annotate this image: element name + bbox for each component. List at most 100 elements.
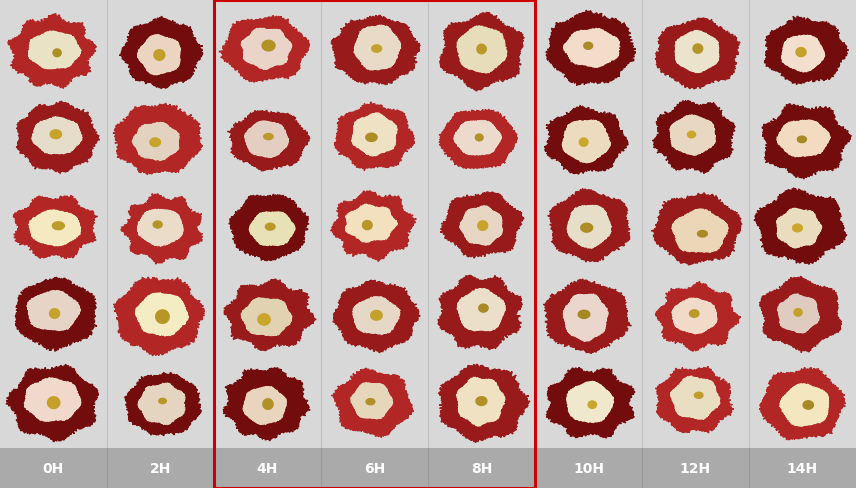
Text: 4H: 4H — [257, 461, 278, 475]
Polygon shape — [754, 189, 847, 264]
Polygon shape — [346, 205, 397, 243]
Polygon shape — [133, 123, 179, 162]
Polygon shape — [656, 282, 741, 351]
Polygon shape — [780, 384, 829, 427]
Polygon shape — [689, 310, 699, 318]
Polygon shape — [476, 397, 487, 406]
Polygon shape — [457, 289, 505, 331]
Polygon shape — [477, 45, 486, 55]
Polygon shape — [580, 224, 592, 233]
Polygon shape — [651, 193, 741, 265]
Polygon shape — [457, 27, 507, 74]
Polygon shape — [759, 367, 846, 440]
Text: 12H: 12H — [680, 461, 711, 475]
Polygon shape — [114, 278, 205, 356]
Polygon shape — [478, 222, 488, 231]
Polygon shape — [672, 209, 728, 253]
Polygon shape — [437, 276, 522, 350]
Polygon shape — [28, 32, 81, 70]
Polygon shape — [762, 104, 852, 180]
Polygon shape — [567, 382, 614, 423]
Polygon shape — [125, 372, 201, 436]
Polygon shape — [330, 191, 416, 262]
Polygon shape — [439, 110, 518, 169]
Polygon shape — [759, 277, 841, 353]
Polygon shape — [670, 376, 720, 420]
Text: 10H: 10H — [573, 461, 604, 475]
Polygon shape — [249, 212, 295, 246]
Polygon shape — [544, 106, 628, 175]
Polygon shape — [219, 17, 310, 83]
Polygon shape — [362, 221, 372, 230]
Polygon shape — [439, 13, 524, 92]
Polygon shape — [243, 386, 287, 425]
Polygon shape — [263, 399, 273, 409]
Polygon shape — [544, 279, 632, 354]
Polygon shape — [778, 294, 819, 333]
Polygon shape — [656, 366, 734, 433]
Bar — [0, 448, 856, 488]
Polygon shape — [548, 189, 630, 263]
Polygon shape — [670, 116, 716, 156]
Polygon shape — [6, 365, 98, 442]
Polygon shape — [138, 35, 181, 76]
Polygon shape — [672, 299, 717, 334]
Polygon shape — [776, 209, 822, 248]
Polygon shape — [229, 195, 309, 262]
Polygon shape — [675, 31, 719, 73]
Polygon shape — [137, 210, 183, 247]
Polygon shape — [584, 43, 592, 50]
Polygon shape — [51, 131, 62, 140]
Polygon shape — [694, 392, 703, 399]
Polygon shape — [32, 118, 82, 155]
Polygon shape — [454, 122, 502, 156]
Polygon shape — [154, 51, 164, 61]
Polygon shape — [354, 26, 401, 71]
Polygon shape — [353, 297, 401, 335]
Polygon shape — [687, 132, 696, 139]
Polygon shape — [456, 377, 505, 426]
Polygon shape — [794, 309, 802, 317]
Polygon shape — [546, 11, 636, 86]
Polygon shape — [580, 139, 588, 147]
Polygon shape — [333, 281, 420, 353]
Polygon shape — [440, 192, 524, 259]
Polygon shape — [793, 224, 802, 232]
Polygon shape — [153, 222, 162, 228]
Polygon shape — [351, 114, 397, 157]
Polygon shape — [563, 294, 609, 342]
Polygon shape — [16, 102, 99, 174]
Polygon shape — [460, 206, 502, 246]
Polygon shape — [331, 16, 420, 86]
Bar — [214, 1, 535, 488]
Polygon shape — [366, 134, 377, 142]
Polygon shape — [693, 45, 703, 54]
Polygon shape — [14, 196, 98, 259]
Text: 6H: 6H — [364, 461, 385, 475]
Polygon shape — [798, 137, 806, 143]
Polygon shape — [29, 211, 81, 246]
Polygon shape — [331, 368, 413, 438]
Polygon shape — [48, 397, 60, 409]
Polygon shape — [262, 41, 275, 52]
Polygon shape — [24, 378, 80, 421]
Polygon shape — [764, 17, 848, 85]
Polygon shape — [150, 139, 161, 147]
Polygon shape — [652, 101, 735, 174]
Polygon shape — [777, 121, 830, 157]
Polygon shape — [264, 134, 273, 141]
Polygon shape — [372, 46, 382, 53]
Polygon shape — [223, 279, 316, 351]
Polygon shape — [546, 367, 634, 438]
Text: 2H: 2H — [150, 461, 171, 475]
Polygon shape — [588, 401, 597, 408]
Polygon shape — [8, 15, 97, 89]
Polygon shape — [438, 365, 530, 443]
Polygon shape — [223, 368, 310, 441]
Polygon shape — [578, 311, 590, 319]
Polygon shape — [15, 278, 97, 351]
Polygon shape — [119, 17, 203, 90]
Polygon shape — [50, 309, 60, 319]
Polygon shape — [52, 223, 64, 230]
Text: 8H: 8H — [471, 461, 492, 475]
